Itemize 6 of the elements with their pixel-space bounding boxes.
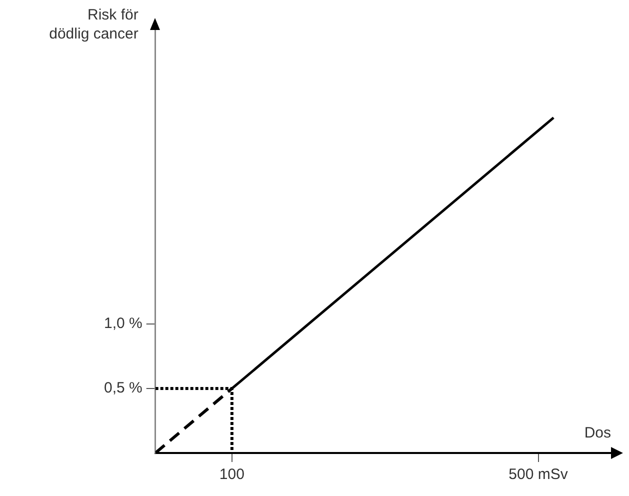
x-tick-label: 100 — [219, 466, 244, 484]
x-axis-title: Dos — [584, 424, 611, 442]
y-axis-title: Risk för dödlig cancer — [49, 6, 138, 43]
y-tick-label: 1,0 % — [104, 315, 142, 332]
x-tick-label: 500 mSv — [508, 466, 568, 484]
y-tick-label: 0,5 % — [104, 380, 142, 397]
